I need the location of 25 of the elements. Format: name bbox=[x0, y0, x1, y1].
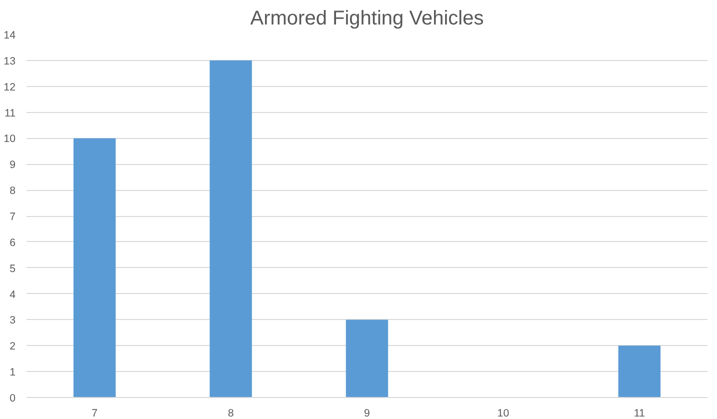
y-tick-label: 1 bbox=[10, 366, 16, 379]
x-tick-label: 9 bbox=[364, 408, 370, 419]
y-tick-label: 0 bbox=[10, 392, 16, 404]
y-tick-label: 11 bbox=[4, 107, 16, 120]
y-tick-label: 6 bbox=[10, 236, 16, 249]
y-tick-label: 14 bbox=[4, 30, 16, 42]
bar bbox=[346, 320, 388, 398]
y-tick-label: 13 bbox=[4, 55, 16, 68]
x-tick-label: 10 bbox=[497, 408, 510, 419]
y-tick-label: 7 bbox=[10, 211, 16, 223]
y-tick-label: 12 bbox=[4, 81, 16, 94]
bar bbox=[618, 346, 661, 398]
y-tick-label: 2 bbox=[10, 340, 16, 353]
y-tick-label: 10 bbox=[4, 133, 16, 146]
x-tick-label: 11 bbox=[634, 408, 646, 419]
x-tick-label: 7 bbox=[92, 408, 98, 419]
chart-title: Armored Fighting Vehicles bbox=[250, 8, 484, 30]
y-tick-label: 3 bbox=[10, 314, 16, 327]
y-tick-label: 9 bbox=[10, 159, 16, 172]
x-tick-label: 8 bbox=[228, 408, 234, 419]
y-tick-label: 8 bbox=[10, 185, 16, 198]
bar bbox=[73, 138, 116, 398]
y-tick-label: 4 bbox=[10, 288, 16, 301]
bar bbox=[210, 60, 252, 398]
y-tick-label: 5 bbox=[10, 262, 16, 275]
